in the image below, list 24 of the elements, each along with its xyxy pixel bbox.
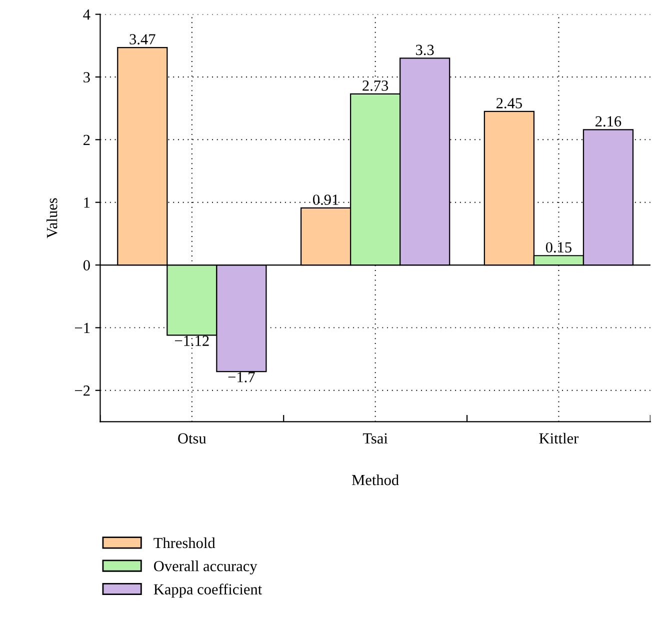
x-axis-title: Method — [352, 474, 399, 486]
data-label: 2.16 — [596, 116, 622, 127]
y-tick-label: 0 — [83, 260, 90, 270]
data-label: 3.3 — [416, 44, 434, 56]
y-tick-label: 4 — [83, 10, 90, 20]
y-tick-label: 3 — [84, 72, 90, 82]
data-label: 2.73 — [362, 80, 388, 91]
data-label: 2.45 — [496, 98, 522, 108]
y-axis-title: Values — [46, 198, 58, 238]
y-tick-label: 1 — [84, 198, 90, 208]
y-tick-label: −1 — [75, 322, 90, 333]
y-tick-label: −2 — [75, 386, 90, 396]
y-tick-label: 2 — [84, 134, 90, 145]
data-label: −1.12 — [175, 336, 209, 346]
data-label: 0.15 — [546, 242, 572, 253]
legend-label: Threshold — [154, 537, 216, 548]
legend-label: Kappa coefficient — [154, 584, 262, 598]
x-tick-label: Kittler — [539, 432, 579, 444]
x-tick-label: Otsu — [178, 433, 206, 444]
legend-label: Overall accuracy — [154, 560, 258, 574]
data-label: 3.47 — [130, 34, 156, 44]
data-label: 0.91 — [313, 194, 338, 205]
data-label: −1.7 — [228, 372, 255, 382]
x-tick-label: Tsai — [362, 433, 388, 444]
